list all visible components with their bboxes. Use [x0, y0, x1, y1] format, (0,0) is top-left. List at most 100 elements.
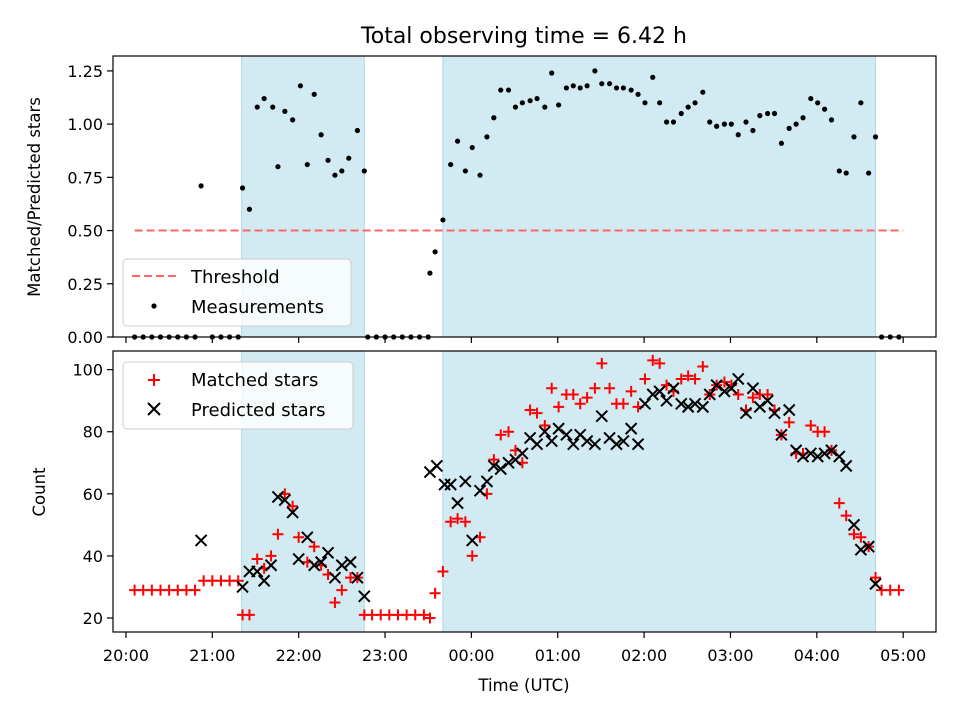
measurement-point — [491, 115, 497, 121]
measurement-point — [361, 168, 367, 174]
predicted-star-point — [638, 397, 652, 410]
predicted-star-point — [278, 493, 292, 507]
matched-star-point — [445, 516, 457, 528]
matched-star-point — [567, 388, 579, 400]
predicted-star-point — [710, 378, 723, 392]
y-tick-label: 0.00 — [67, 328, 103, 347]
predicted-star-point — [351, 571, 364, 584]
measurement-point — [721, 121, 728, 127]
predicted-star-point — [194, 534, 208, 547]
predicted-star-point — [688, 397, 702, 410]
measurement-point — [484, 134, 490, 140]
matched-star-point — [697, 361, 709, 373]
predicted-star-point — [653, 385, 666, 398]
measurement-point — [354, 127, 360, 134]
measurement-point — [534, 95, 540, 102]
matched-star-point — [459, 516, 471, 528]
measurement-point — [198, 183, 204, 189]
predicted-legend-label: Predicted stars — [191, 400, 325, 421]
measurements-legend-label: Measurements — [191, 297, 324, 318]
threshold-legend-label: Threshold — [190, 267, 280, 288]
predicted-star-point — [804, 447, 817, 460]
measurement-point — [678, 110, 684, 117]
ratio-x-ticks — [125, 337, 904, 343]
measurement-point — [339, 168, 345, 174]
y-tick-label: 40 — [83, 547, 103, 566]
matched-star-point — [546, 382, 558, 394]
x-tick-label: 02:00 — [621, 646, 667, 665]
predicted-star-point — [739, 406, 753, 420]
measurement-point — [828, 117, 835, 123]
measurement-point — [642, 100, 648, 106]
matched-star-point — [783, 416, 795, 428]
measurement-point — [448, 161, 454, 168]
measurement-point — [707, 119, 713, 125]
matched-star-point — [617, 398, 629, 410]
predicted-star-point — [560, 428, 573, 442]
matched-star-point — [604, 382, 616, 394]
measurement-point — [866, 170, 872, 176]
measurement-point — [290, 117, 296, 123]
ratio-legend-box — [122, 258, 352, 327]
x-tick-label: 23:00 — [362, 646, 408, 665]
measurement-point — [304, 161, 310, 168]
predicted-star-point — [782, 403, 796, 417]
matched-star-point — [265, 550, 277, 562]
predicted-star-point — [761, 394, 774, 407]
count-legend: Matched stars Predicted stars — [122, 361, 354, 430]
matched-star-point — [437, 565, 449, 577]
y-tick-label: 60 — [83, 485, 103, 504]
measurement-point — [685, 104, 691, 110]
measurement-point — [765, 110, 771, 117]
matched-star-point — [747, 392, 759, 404]
matched-star-point — [855, 531, 867, 543]
matched-star-point — [336, 584, 348, 596]
matched-star-point — [553, 401, 565, 413]
predicted-star-point — [451, 496, 464, 510]
count-series — [129, 354, 905, 624]
measurement-point — [542, 104, 548, 110]
predicted-star-point — [847, 518, 861, 532]
y-tick-label: 80 — [83, 423, 103, 442]
measurement-point — [750, 127, 756, 134]
measurement-point — [527, 98, 533, 104]
ratio-y-axis-label: Matched/Predicted stars — [25, 97, 44, 297]
matched-star-point — [675, 373, 687, 385]
matched-star-point — [251, 553, 263, 565]
measurement-point — [808, 95, 814, 102]
predicted-star-point — [308, 559, 321, 572]
predicted-star-point — [667, 382, 680, 395]
predicted-star-point — [610, 437, 623, 451]
count-legend-box — [122, 361, 354, 430]
ratio-legend: Threshold Measurements — [122, 258, 352, 327]
predicted-star-point — [854, 543, 868, 556]
matched-star-point — [625, 385, 637, 397]
predicted-star-point — [595, 409, 608, 423]
measurement-point — [778, 140, 785, 146]
measurement-point — [735, 132, 741, 138]
predicted-star-point — [516, 447, 529, 460]
ratio-y-ticks: 0.00 0.25 0.50 0.75 1.00 1.25 — [67, 62, 113, 347]
predicted-star-point — [286, 506, 299, 519]
measurement-point — [275, 164, 281, 170]
measurement-point — [613, 85, 620, 91]
matched-star-point — [189, 584, 201, 596]
measurement-point — [556, 102, 562, 108]
measurement-point — [800, 115, 806, 121]
matched-star-point — [531, 407, 543, 419]
x-tick-label: 05:00 — [880, 646, 926, 665]
predicted-star-point — [430, 459, 444, 473]
matched-star-point — [232, 575, 244, 587]
x-tick-label: 04:00 — [794, 646, 840, 665]
y-tick-label: 0.50 — [67, 222, 103, 241]
measurement-point — [577, 85, 583, 91]
measurement-point — [635, 91, 641, 97]
measurement-point — [282, 108, 288, 114]
measurement-point — [239, 185, 246, 191]
x-tick-label: 21:00 — [189, 646, 235, 665]
y-tick-label: 0.75 — [67, 168, 103, 187]
predicted-star-point — [725, 382, 738, 395]
chart-title: Total observing time = 6.42 h — [360, 24, 687, 49]
matched-star-point — [682, 370, 694, 382]
count-y-axis-label: Count — [30, 467, 49, 517]
